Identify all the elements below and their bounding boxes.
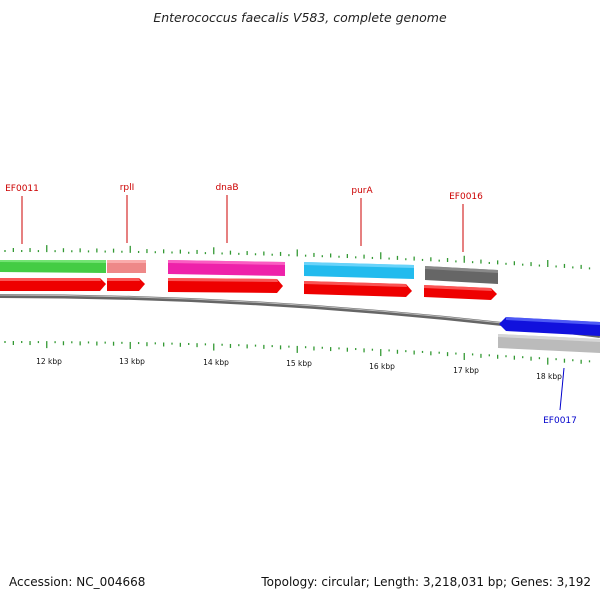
gene-bar-ef0011[interactable] bbox=[0, 260, 106, 273]
gene-label-dnab[interactable]: dnaB bbox=[215, 183, 238, 193]
gene-label-pura[interactable]: purA bbox=[351, 186, 373, 196]
gene-bar-rpli[interactable] bbox=[107, 260, 146, 273]
gene-label-ef0011[interactable]: EF0011 bbox=[5, 184, 39, 194]
gene-bar-ef0016[interactable] bbox=[425, 266, 498, 284]
tick-marks-lower bbox=[4, 341, 591, 365]
genome-stats-text: Topology: circular; Length: 3,218,031 bp… bbox=[261, 575, 591, 589]
gene-label-ef0017[interactable]: EF0017 bbox=[543, 416, 577, 426]
scale-label-18kbp: 18 kbp bbox=[536, 372, 562, 381]
scale-label-13kbp: 13 kbp bbox=[119, 357, 145, 366]
gene-bar-pura[interactable] bbox=[304, 262, 414, 279]
cds-arrow-rpli[interactable] bbox=[107, 278, 145, 291]
cds-arrow-dnab[interactable] bbox=[168, 278, 283, 293]
scale-label-17kbp: 17 kbp bbox=[453, 366, 479, 375]
cds-arrow-pura[interactable] bbox=[304, 281, 412, 297]
cds-arrow-ef0016[interactable] bbox=[424, 285, 497, 300]
scale-label-15kbp: 15 kbp bbox=[286, 359, 312, 368]
accession-text: Accession: NC_004668 bbox=[9, 575, 146, 589]
gene-label-ef0016[interactable]: EF0016 bbox=[449, 192, 483, 202]
gene-label-rpli[interactable]: rplI bbox=[120, 183, 135, 193]
tick-marks-upper bbox=[4, 245, 591, 270]
map-title: Enterococcus faecalis V583, complete gen… bbox=[153, 10, 447, 25]
leader-line-ef0017 bbox=[559, 367, 565, 411]
gene-bar-dnab[interactable] bbox=[168, 260, 285, 276]
cds-arrow-ef0017[interactable] bbox=[499, 317, 600, 336]
cds-arrow-ef0011[interactable] bbox=[0, 278, 106, 291]
scale-label-14kbp: 14 kbp bbox=[203, 358, 229, 367]
scale-label-16kbp: 16 kbp bbox=[369, 362, 395, 371]
gene-bar-ef0017[interactable] bbox=[498, 334, 600, 353]
scale-label-12kbp: 12 kbp bbox=[36, 357, 62, 366]
